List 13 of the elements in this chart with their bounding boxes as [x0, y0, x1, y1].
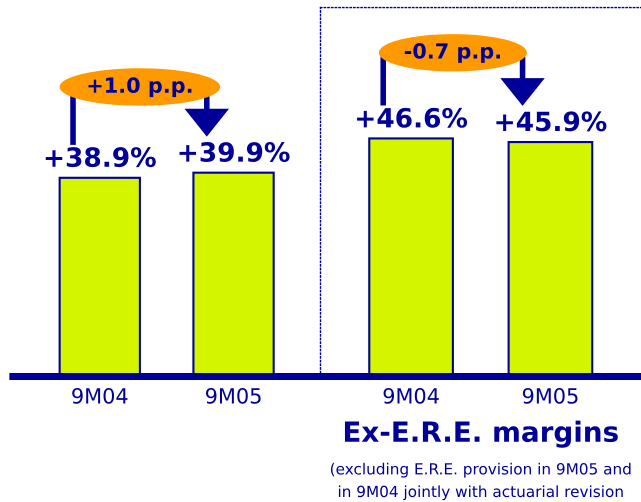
text: -0.7 p.p. — [404, 43, 500, 63]
text: Ex-E.R.E. margins — [344, 420, 618, 448]
x-tick-label: 9M04 — [72, 388, 128, 404]
x-tick-label: 9M05 — [522, 388, 578, 404]
x-tick-label: 9M04 — [384, 388, 439, 404]
text: +1.0 p.p. — [88, 77, 192, 98]
data-label: +45.9% — [496, 111, 606, 132]
text: in 9M04 jointly with actuarial revision — [338, 485, 623, 500]
text: (excluding E.R.E. provision in 9M05 and — [330, 462, 630, 478]
data-label: +38.9% — [46, 147, 156, 168]
data-label: +46.6% — [357, 108, 468, 128]
x-tick-label: 9M05 — [206, 388, 261, 404]
data-label: +39.9% — [180, 142, 290, 162]
